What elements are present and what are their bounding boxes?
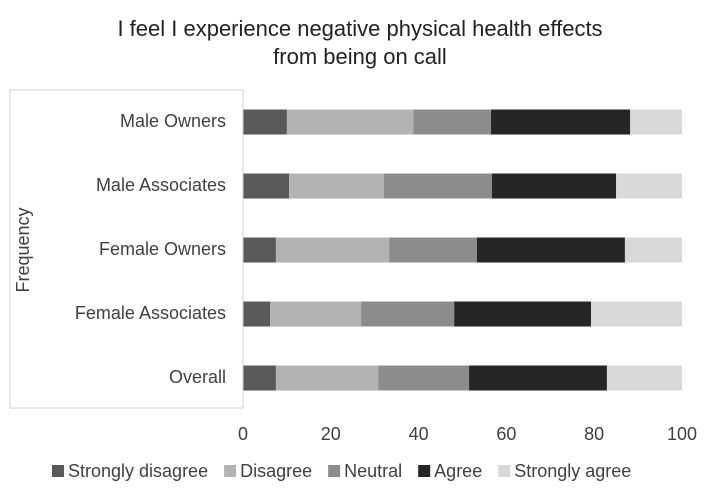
legend-swatch xyxy=(498,465,511,477)
y-tick-label: Male Owners xyxy=(120,111,226,131)
y-tick-label: Female Owners xyxy=(99,239,226,259)
bar-segment xyxy=(491,109,631,135)
x-tick-label: 100 xyxy=(667,424,697,444)
bar-segment xyxy=(413,109,492,135)
y-axis-label: Frequency xyxy=(13,207,33,292)
bar-segment xyxy=(606,365,682,391)
bar-segment xyxy=(275,365,379,391)
bar-segment xyxy=(243,109,287,135)
legend-label: Strongly disagree xyxy=(68,461,208,481)
bar-segment xyxy=(243,237,276,263)
bar-segment xyxy=(289,173,384,199)
x-tick-label: 60 xyxy=(496,424,516,444)
bar-segment xyxy=(630,109,682,135)
legend-swatch xyxy=(224,465,237,477)
y-tick-label: Female Associates xyxy=(75,303,226,323)
x-tick-label: 40 xyxy=(409,424,429,444)
bar-segment xyxy=(476,237,625,263)
x-tick-label: 0 xyxy=(238,424,248,444)
bar-segment xyxy=(389,237,477,263)
frame xyxy=(9,89,243,409)
bar-segment xyxy=(270,301,362,327)
y-tick-label: Overall xyxy=(169,367,226,387)
bar-segment xyxy=(243,365,276,391)
bar-segment xyxy=(286,109,414,135)
bar-segment xyxy=(616,173,682,199)
legend-swatch xyxy=(328,465,341,477)
legend-label: Strongly agree xyxy=(514,461,631,481)
bar-segment xyxy=(491,173,617,199)
bar-segment xyxy=(624,237,682,263)
chart-title: I feel I experience negative physical he… xyxy=(117,16,602,41)
chart-title: from being on call xyxy=(273,44,447,69)
bar-segment xyxy=(454,301,592,327)
bar-segment xyxy=(243,173,290,199)
bar-segment xyxy=(383,173,492,199)
legend-label: Disagree xyxy=(240,461,312,481)
bar-segment xyxy=(469,365,607,391)
bar-segment xyxy=(275,237,390,263)
x-tick-label: 20 xyxy=(321,424,341,444)
bar-segment xyxy=(243,301,271,327)
y-tick-label: Male Associates xyxy=(96,175,226,195)
legend-swatch xyxy=(418,465,431,477)
bar-segment xyxy=(378,365,470,391)
legend-label: Neutral xyxy=(344,461,402,481)
legend-label: Agree xyxy=(434,461,482,481)
bar-segment xyxy=(361,301,455,327)
x-tick-label: 80 xyxy=(584,424,604,444)
legend-swatch xyxy=(52,465,64,477)
bar-segment xyxy=(591,301,682,327)
